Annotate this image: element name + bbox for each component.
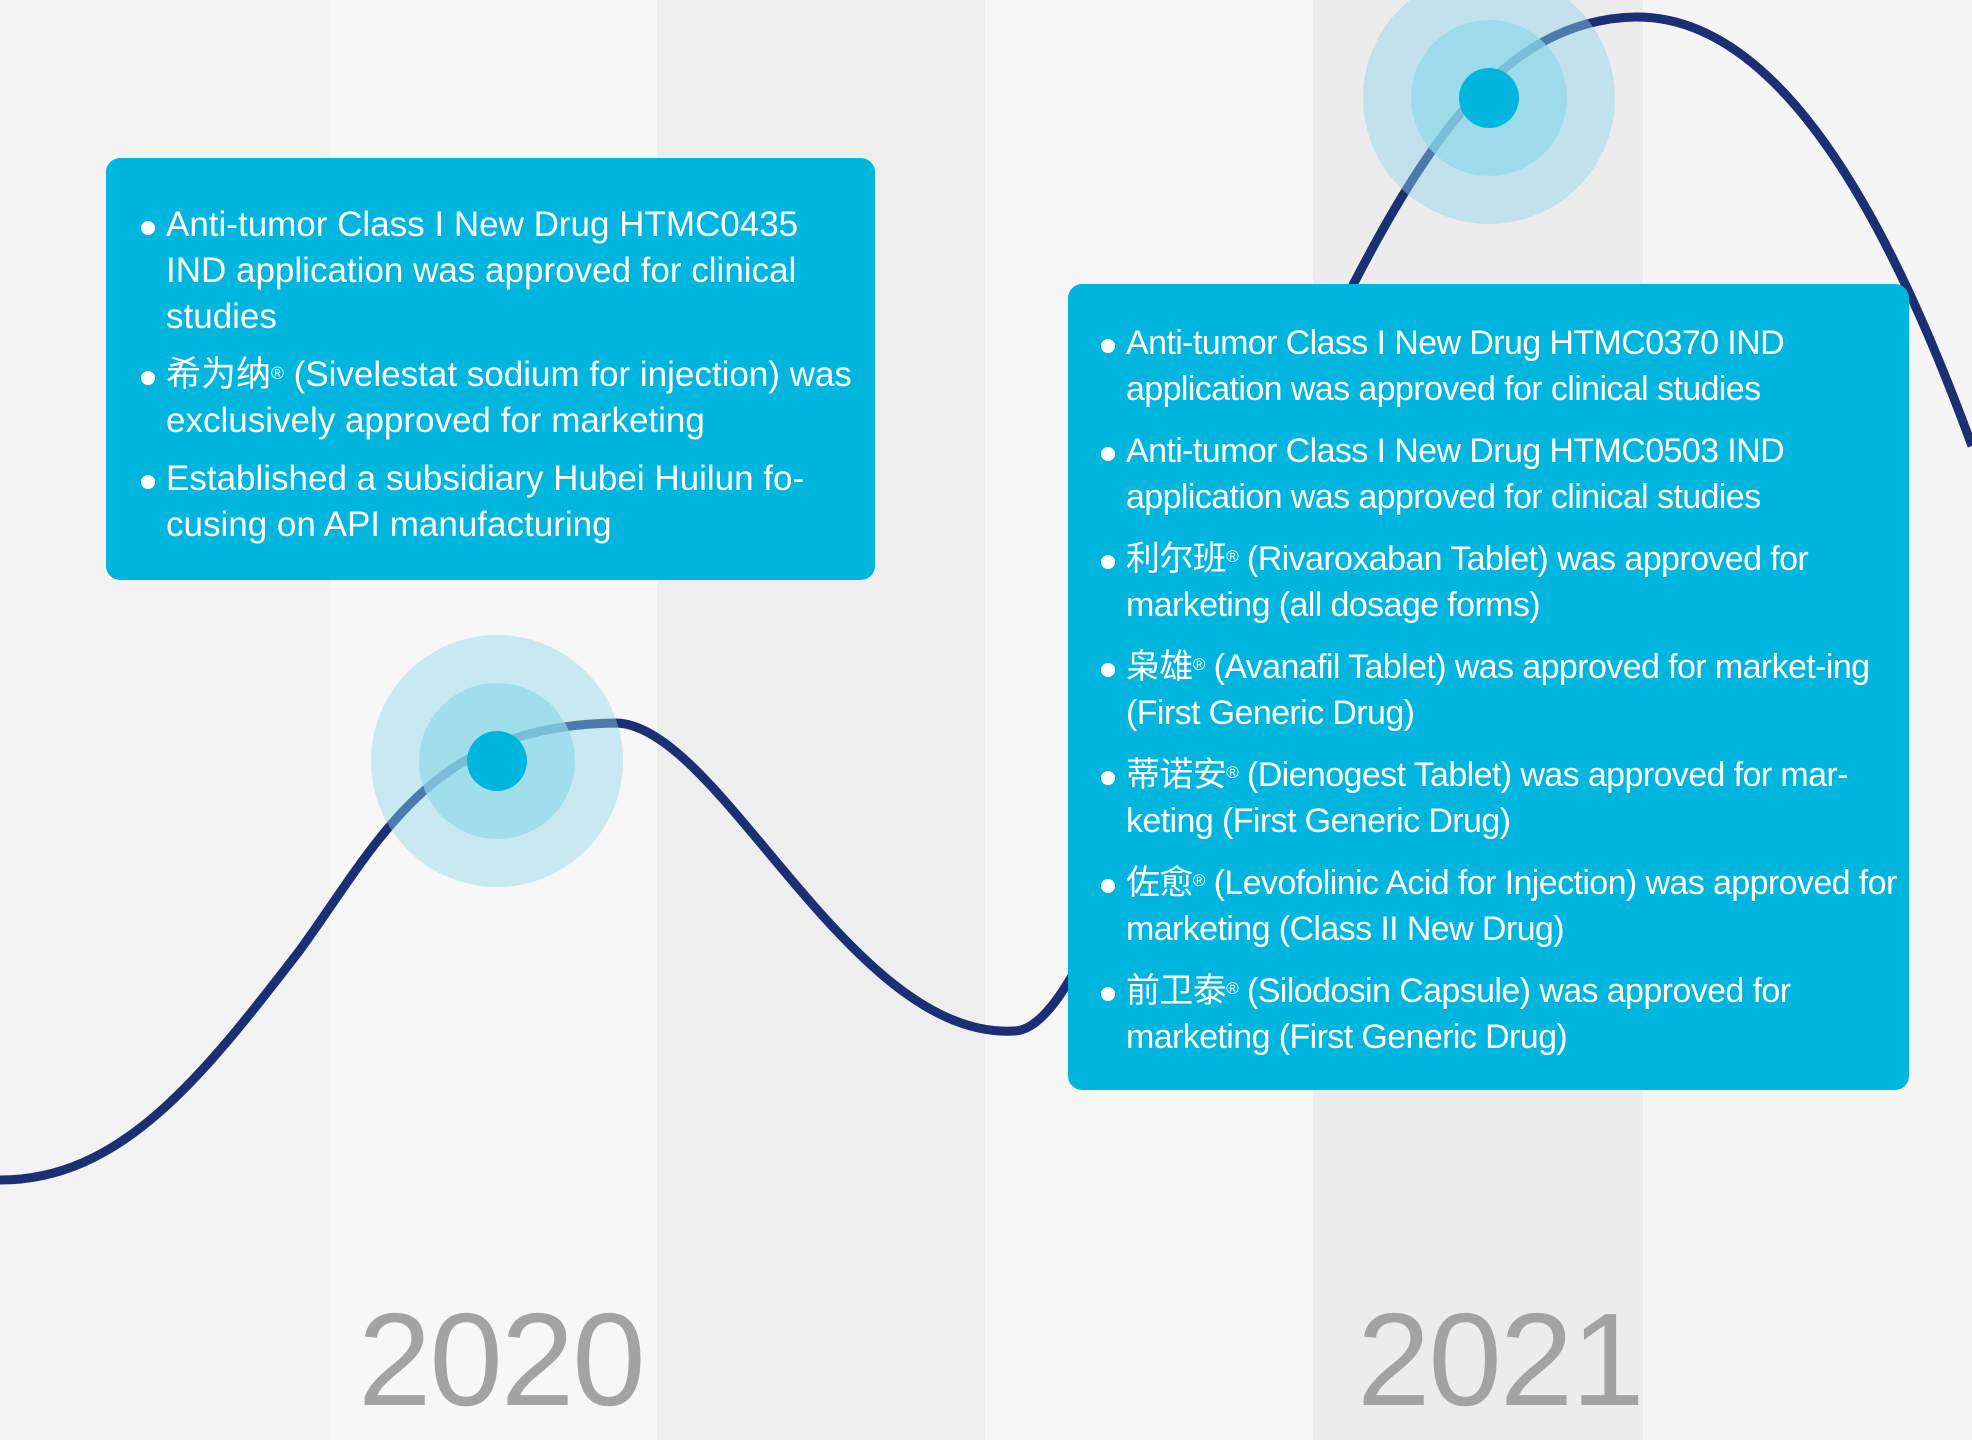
milestone-item: 枭雄® (Avanafil Tablet) was approved for m…: [1101, 644, 1899, 736]
bullet-icon: [1101, 663, 1115, 677]
bullet-icon: [1101, 447, 1115, 461]
milestone-card-2021: Anti-tumor Class I New Drug HTMC0370 IND…: [1068, 284, 1909, 1090]
milestone-item: Established a subsidiary Hubei Huilun fo…: [141, 456, 855, 548]
milestone-text: Established a subsidiary Hubei Huilun fo…: [166, 459, 805, 544]
brand-name: 枭雄: [1126, 648, 1193, 686]
milestone-text: Anti-tumor Class I New Drug HTMC0503 IND…: [1126, 432, 1785, 516]
year-label-2020: 2020: [358, 1286, 646, 1433]
timeline-curve: [0, 12, 1972, 1185]
milestone-text: (Rivaroxaban Tablet) was approved for ma…: [1126, 540, 1809, 624]
brand-name: 前卫泰: [1126, 972, 1227, 1010]
registered-mark: ®: [1226, 547, 1239, 566]
brand-name: 利尔班: [1126, 540, 1227, 578]
bullet-icon: [1101, 339, 1115, 353]
brand-name: 佐愈: [1126, 864, 1193, 902]
bullet-icon: [1101, 771, 1115, 785]
milestone-text: (Silodosin Capsule) was approved for mar…: [1126, 972, 1791, 1056]
milestone-item: 蒂诺安® (Dienogest Tablet) was approved for…: [1101, 752, 1899, 844]
bullet-icon: [1101, 555, 1115, 569]
bullet-icon: [1101, 987, 1115, 1001]
brand-name: 希为纳: [166, 355, 272, 394]
year-label-2021: 2021: [1357, 1286, 1645, 1433]
milestone-item: 佐愈® (Levofolinic Acid for Injection) was…: [1101, 860, 1899, 952]
milestone-item: 前卫泰® (Silodosin Capsule) was approved fo…: [1101, 968, 1899, 1060]
milestone-text: (Levofolinic Acid for Injection) was app…: [1126, 864, 1897, 948]
registered-mark: ®: [1192, 871, 1206, 890]
bullet-icon: [1101, 879, 1115, 893]
milestone-text: Anti-tumor Class I New Drug HTMC0435 IND…: [166, 205, 799, 336]
milestone-card-2020: Anti-tumor Class I New Drug HTMC0435 IND…: [106, 158, 875, 580]
timeline-node-2021: [1363, 0, 1615, 224]
milestone-text: (Avanafil Tablet) was approved for marke…: [1126, 648, 1870, 732]
milestone-text: (Dienogest Tablet) was approved for mar-…: [1126, 756, 1848, 840]
milestone-text: (Sivelestat sodium for injection) was ex…: [166, 355, 852, 440]
milestone-item: 希为纳® (Sivelestat sodium for injection) w…: [141, 352, 855, 444]
milestone-item: Anti-tumor Class I New Drug HTMC0435 IND…: [141, 202, 855, 340]
registered-mark: ®: [271, 363, 284, 383]
milestone-item: Anti-tumor Class I New Drug HTMC0370 IND…: [1101, 320, 1899, 412]
milestone-text: Anti-tumor Class I New Drug HTMC0370 IND…: [1126, 324, 1785, 408]
registered-mark: ®: [1192, 655, 1206, 674]
bullet-icon: [141, 221, 155, 235]
milestone-item: Anti-tumor Class I New Drug HTMC0503 IND…: [1101, 428, 1899, 520]
bullet-icon: [141, 371, 155, 385]
registered-mark: ®: [1226, 979, 1239, 998]
timeline-node-2020: [371, 635, 623, 887]
brand-name: 蒂诺安: [1126, 756, 1227, 794]
bullet-icon: [141, 475, 155, 489]
milestone-item: 利尔班® (Rivaroxaban Tablet) was approved f…: [1101, 536, 1899, 628]
registered-mark: ®: [1226, 763, 1239, 782]
